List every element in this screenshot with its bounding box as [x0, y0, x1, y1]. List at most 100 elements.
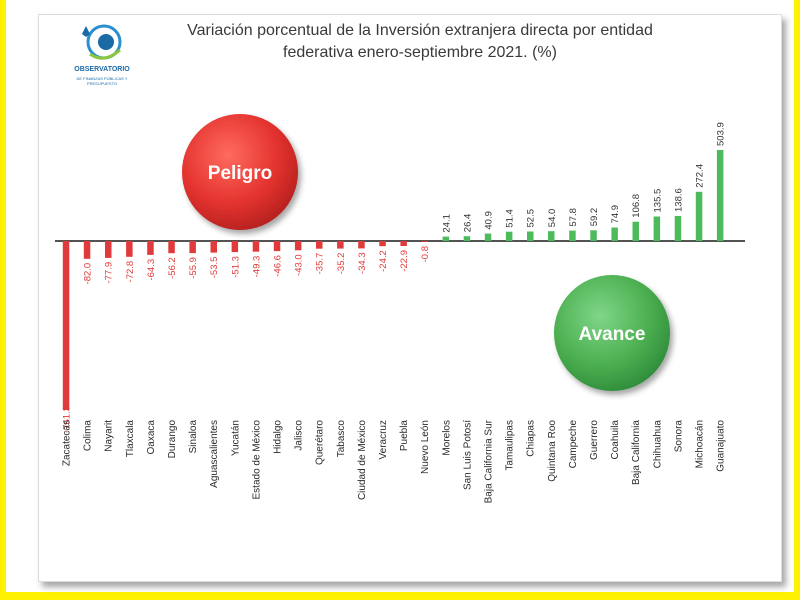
value-label-30: 138.6	[673, 188, 684, 212]
bar-31	[695, 191, 703, 241]
bar-30	[674, 216, 682, 241]
bar-13	[316, 241, 323, 249]
value-label-9: -51.3	[230, 256, 241, 278]
bar-6	[168, 241, 175, 254]
value-label-1: -761.3	[62, 406, 73, 433]
logo-eye	[98, 34, 114, 50]
value-label-17: -22.9	[399, 250, 410, 272]
category-label-5: Oaxaca	[146, 420, 157, 455]
category-label-17: Puebla	[399, 420, 410, 452]
bars-group	[62, 150, 724, 410]
frame-border-left	[0, 0, 6, 600]
value-label-11: -46.6	[273, 255, 284, 277]
bar-24	[548, 231, 555, 241]
category-label-26: Guerrero	[589, 420, 600, 460]
category-label-21: Baja California Sur	[484, 419, 495, 503]
value-label-22: 51.4	[505, 209, 516, 228]
value-label-5: -64.3	[146, 259, 157, 281]
chart-title-line-1: Variación porcentual de la Inversión ext…	[187, 22, 653, 39]
value-label-20: 26.4	[462, 214, 473, 233]
bar-17	[400, 241, 407, 246]
value-label-31: 272.4	[695, 164, 706, 188]
bar-9	[231, 241, 239, 253]
bar-5	[147, 241, 154, 255]
category-label-3: Nayarit	[104, 420, 115, 452]
bar-32	[716, 150, 724, 241]
category-label-6: Durango	[167, 420, 178, 459]
category-label-4: Tlaxcala	[125, 420, 136, 458]
value-label-10: -49.3	[251, 256, 262, 278]
category-label-28: Baja California	[631, 420, 642, 485]
bar-14	[337, 241, 344, 249]
category-label-10: Estado de México	[251, 420, 262, 500]
category-label-18: Nuevo León	[420, 420, 431, 474]
category-label-29: Chihuahua	[652, 420, 663, 469]
danger-badge-circle	[182, 114, 298, 230]
category-label-13: Querétaro	[315, 420, 326, 465]
bar-27	[611, 227, 618, 241]
value-label-13: -35.7	[315, 253, 326, 275]
bar-19	[442, 236, 450, 241]
category-label-15: Ciudad de México	[357, 420, 368, 500]
category-label-14: Tabasco	[336, 420, 347, 458]
value-label-24: 54.0	[547, 209, 558, 228]
bar-1	[62, 241, 70, 410]
value-label-8: -53.5	[209, 257, 220, 279]
value-label-12: -43.0	[294, 254, 305, 276]
bar-25	[569, 230, 576, 241]
value-label-19: 24.1	[441, 214, 452, 233]
category-label-25: Campeche	[568, 420, 579, 469]
value-label-26: 59.2	[589, 208, 600, 227]
logo-wordmark: OBSERVATORIO	[74, 66, 130, 73]
value-label-28: 106.8	[631, 194, 642, 218]
category-label-7: Sinaloa	[188, 420, 199, 454]
category-label-1: Zacatecas	[62, 420, 73, 466]
value-label-6: -56.2	[167, 257, 178, 279]
category-label-9: Yucatán	[230, 420, 241, 456]
frame-border-bottom	[0, 592, 800, 600]
value-labels-group: -761.3 -82.0 -77.9 -72.8 -64.3 -56.2 -55.9 -53.…	[62, 122, 727, 433]
value-label-21: 40.9	[484, 211, 495, 230]
bar-4	[126, 241, 133, 257]
bar-29	[653, 216, 661, 241]
category-label-19: Morelos	[441, 420, 452, 456]
bar-11	[273, 241, 281, 252]
value-label-15: -34.3	[357, 252, 368, 274]
value-label-16: -24.2	[378, 250, 389, 272]
advance-badge-circle	[554, 275, 670, 391]
bar-16	[379, 241, 386, 247]
bar-23	[527, 231, 534, 241]
value-label-27: 74.9	[610, 205, 621, 224]
value-label-4: -72.8	[125, 261, 136, 283]
category-label-8: Aguascalientes	[209, 420, 220, 488]
category-label-24: Quintana Roo	[547, 420, 558, 482]
bar-26	[590, 230, 597, 241]
category-label-23: Chiapas	[526, 420, 537, 457]
logo-subtext: DE FINANZAS PÚBLICAS Y PRESUPUESTO	[76, 76, 128, 86]
bar-20	[463, 236, 471, 241]
value-label-25: 57.8	[568, 208, 579, 227]
bar-15	[358, 241, 365, 249]
category-labels-group: Zacatecas Colima Nayarit Tlaxcala Oaxaca Dura…	[62, 419, 727, 503]
frame-border-right	[794, 0, 800, 600]
value-label-7: -55.9	[188, 257, 199, 279]
bar-7	[189, 241, 196, 254]
bar-2	[83, 241, 91, 259]
bar-12	[294, 241, 302, 251]
logo-fleur-icon	[82, 26, 90, 37]
value-label-23: 52.5	[526, 209, 537, 228]
value-label-32: 503.9	[716, 122, 727, 146]
observatorio-logo	[82, 24, 122, 60]
chart-title-line-2: federativa enero-septiembre 2021. (%)	[283, 44, 557, 61]
value-label-18: -0.8	[420, 246, 431, 262]
category-label-31: Michoacán	[695, 420, 706, 468]
bar-8	[210, 241, 217, 253]
value-label-29: 135.5	[652, 189, 663, 213]
bar-28	[632, 221, 639, 241]
logo-swoosh	[89, 48, 121, 60]
bar-10	[252, 241, 260, 252]
category-label-22: Tamaulipas	[505, 420, 516, 471]
bar-22	[505, 231, 513, 241]
